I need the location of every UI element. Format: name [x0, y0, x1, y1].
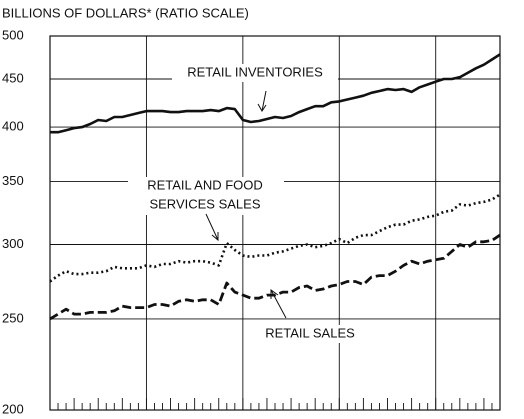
series-label: RETAIL INVENTORIES	[187, 64, 323, 79]
y-tick-label: 300	[2, 236, 24, 251]
series-line	[49, 193, 501, 283]
series-line	[49, 233, 501, 321]
y-tick-label: 350	[2, 173, 24, 188]
series-label: SERVICES SALES	[149, 196, 260, 211]
plot-frame	[49, 35, 501, 411]
y-tick-label: 450	[2, 70, 24, 85]
series-line	[50, 53, 501, 134]
arrow	[205, 213, 219, 242]
label-bg	[258, 325, 362, 343]
arrow	[270, 289, 287, 319]
label-bg	[172, 64, 338, 82]
y-axis-label: BILLIONS OF DOLLARS* (RATIO SCALE)	[2, 5, 249, 20]
y-tick-label: 500	[2, 27, 24, 42]
annotations: RETAIL INVENTORIES RETAIL AND FOOD SERVI…	[128, 64, 362, 343]
series-label: RETAIL AND FOOD	[147, 177, 263, 192]
y-tick-label: 400	[2, 119, 24, 134]
y-tick-label: 200	[2, 401, 24, 416]
arrow	[257, 90, 267, 112]
label-bg	[128, 177, 284, 215]
lines	[49, 53, 501, 321]
series-label: RETAIL SALES	[265, 325, 355, 340]
y-tick-label: 250	[2, 310, 24, 325]
grid	[49, 35, 501, 411]
